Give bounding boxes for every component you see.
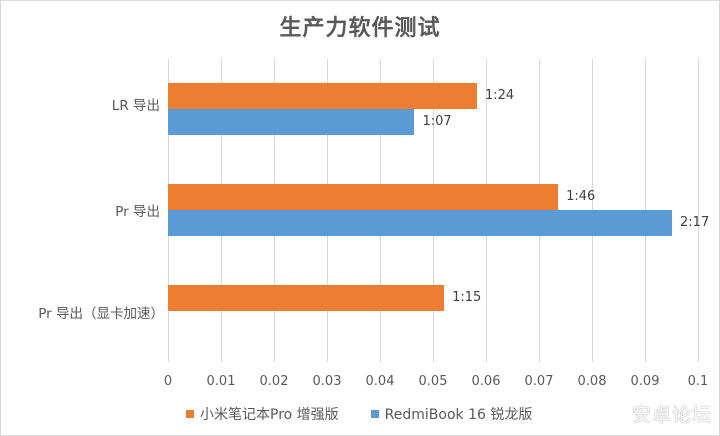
bar [168,184,559,210]
x-tick-label: 0 [163,374,173,389]
x-tick-label: 0.04 [365,374,395,389]
legend-swatch-xiaomi [186,410,194,418]
category-label-pr-export-gpu: Pr 导出（显卡加速） [38,306,164,322]
x-tick-label: 0.02 [259,374,289,389]
gridline [698,59,699,362]
legend-swatch-redmibook [370,410,379,418]
bar [168,285,445,311]
watermark: 安卓论坛 [631,404,712,426]
data-label: 1:15 [452,290,482,305]
data-label: 1:46 [566,189,596,204]
legend-label-redmibook: RedmiBook 16 锐龙版 [384,407,533,423]
legend-label-xiaomi: 小米笔记本Pro 增强版 [200,407,339,423]
legend: 小米笔记本Pro 增强版 RedmiBook 16 锐龙版 [186,404,532,424]
data-label: 2:17 [680,215,710,230]
x-tick-label: 0.05 [418,374,448,389]
x-tick-label: 0.09 [630,374,660,389]
plot-area: 1:24 1:07 1:46 2:17 1:15 [168,59,709,362]
x-tick-label: 0.07 [524,374,554,389]
x-tick-label: 0.03 [312,374,342,389]
chart-title: 生产力软件测试 [279,16,441,41]
bar [168,83,477,109]
x-tick-label: 0.1 [687,374,709,389]
category-label-pr-export: Pr 导出 [115,204,160,220]
x-tick-label: 0.01 [206,374,236,389]
x-tick-label: 0.06 [471,374,501,389]
category-label-lr-export: LR 导出 [111,98,160,114]
x-tick-label: 0.08 [577,374,607,389]
data-label: 1:07 [422,114,452,129]
bar [168,210,673,236]
bar [168,109,415,135]
data-label: 1:24 [484,88,515,103]
